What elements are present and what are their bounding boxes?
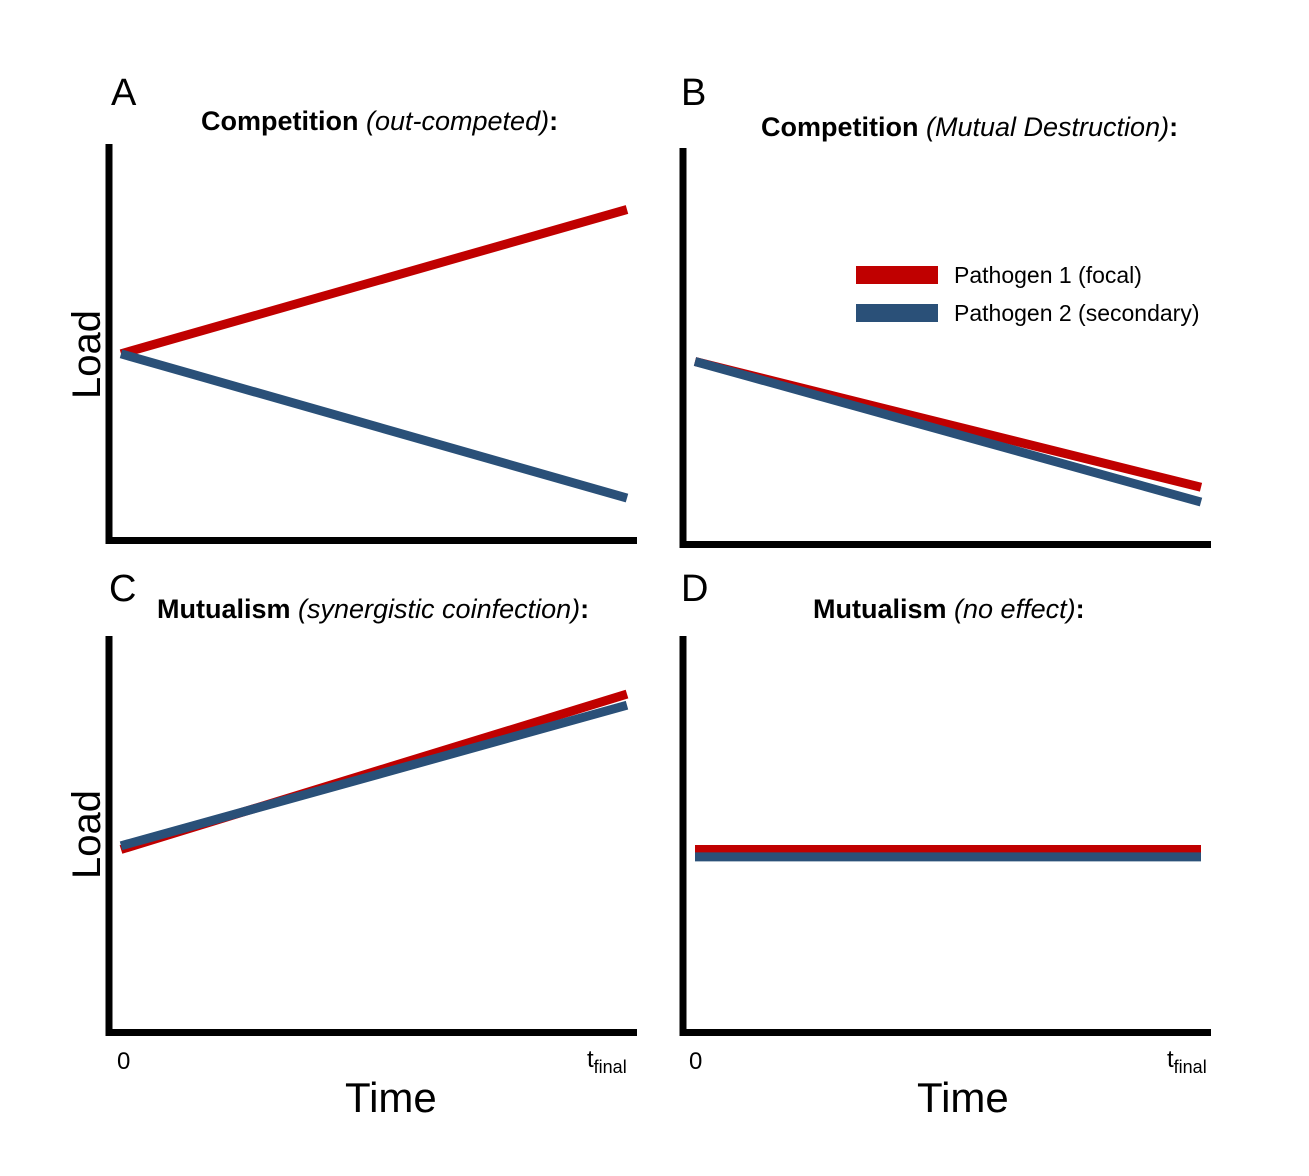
title-bold: Mutualism xyxy=(157,594,291,624)
legend-item-pathogen-1: Pathogen 1 (focal) xyxy=(856,256,1200,294)
legend-label-pathogen-1: Pathogen 1 (focal) xyxy=(954,261,1142,288)
y-axis-label: Load xyxy=(64,790,109,879)
legend-swatch-pathogen-2 xyxy=(856,304,938,322)
x-tick-start: 0 xyxy=(689,1048,703,1075)
x-tick-end: tfinal xyxy=(587,1046,627,1078)
title-italic: (no effect) xyxy=(954,594,1076,624)
plot-area xyxy=(679,148,1211,548)
x-tick-end-sub: final xyxy=(593,1056,627,1077)
title-italic: (synergistic coinfection) xyxy=(298,594,581,624)
title-suffix: : xyxy=(1075,594,1085,624)
title-bold: Mutualism xyxy=(813,594,947,624)
title-italic: (Mutual Destruction) xyxy=(926,112,1170,142)
legend-swatch-pathogen-1 xyxy=(856,266,938,284)
x-axis-label: Time xyxy=(345,1074,437,1121)
panel-letter: C xyxy=(109,568,137,610)
x-tick-end-base: t xyxy=(587,1046,594,1073)
plot-area xyxy=(105,144,637,544)
series-line-pathogen-1 xyxy=(119,205,629,359)
panel-letter: A xyxy=(111,72,137,114)
panel-title: Competition (Mutual Destruction): xyxy=(761,112,1178,143)
panel-title: Competition (out-competed): xyxy=(201,106,558,137)
panel-d: D Mutualism (no effect): 0 tfinal Time xyxy=(627,568,1211,1121)
title-suffix: : xyxy=(580,594,590,624)
x-tick-start: 0 xyxy=(117,1048,131,1075)
panel-title: Mutualism (no effect): xyxy=(813,594,1085,625)
series-line-pathogen-2 xyxy=(119,700,629,851)
series-line-pathogen-2 xyxy=(119,349,629,503)
title-bold: Competition xyxy=(761,112,919,142)
plot-area xyxy=(105,636,637,1036)
y-axis-label: Load xyxy=(64,310,109,399)
legend: Pathogen 1 (focal) Pathogen 2 (secondary… xyxy=(856,256,1200,332)
legend-item-pathogen-2: Pathogen 2 (secondary) xyxy=(856,294,1200,332)
panel-b: B Competition (Mutual Destruction): Path… xyxy=(627,72,1211,552)
panel-c: C Mutualism (synergistic coinfection): L… xyxy=(55,568,637,1121)
panel-letter: B xyxy=(681,72,707,114)
x-axis-label: Time xyxy=(917,1074,1009,1121)
x-tick-end-base: t xyxy=(1167,1046,1174,1073)
panel-a: A Competition (out-competed): Load xyxy=(55,72,637,552)
panel-title: Mutualism (synergistic coinfection): xyxy=(157,594,589,625)
panel-letter: D xyxy=(681,568,709,610)
title-italic: (out-competed) xyxy=(366,106,550,136)
x-tick-end-sub: final xyxy=(1173,1056,1207,1077)
title-suffix: : xyxy=(549,106,559,136)
x-tick-end: tfinal xyxy=(1167,1046,1207,1078)
plot-area xyxy=(679,636,1211,1036)
title-suffix: : xyxy=(1169,112,1179,142)
legend-label-pathogen-2: Pathogen 2 (secondary) xyxy=(954,299,1200,326)
series-line-pathogen-2 xyxy=(693,357,1203,507)
title-bold: Competition xyxy=(201,106,359,136)
